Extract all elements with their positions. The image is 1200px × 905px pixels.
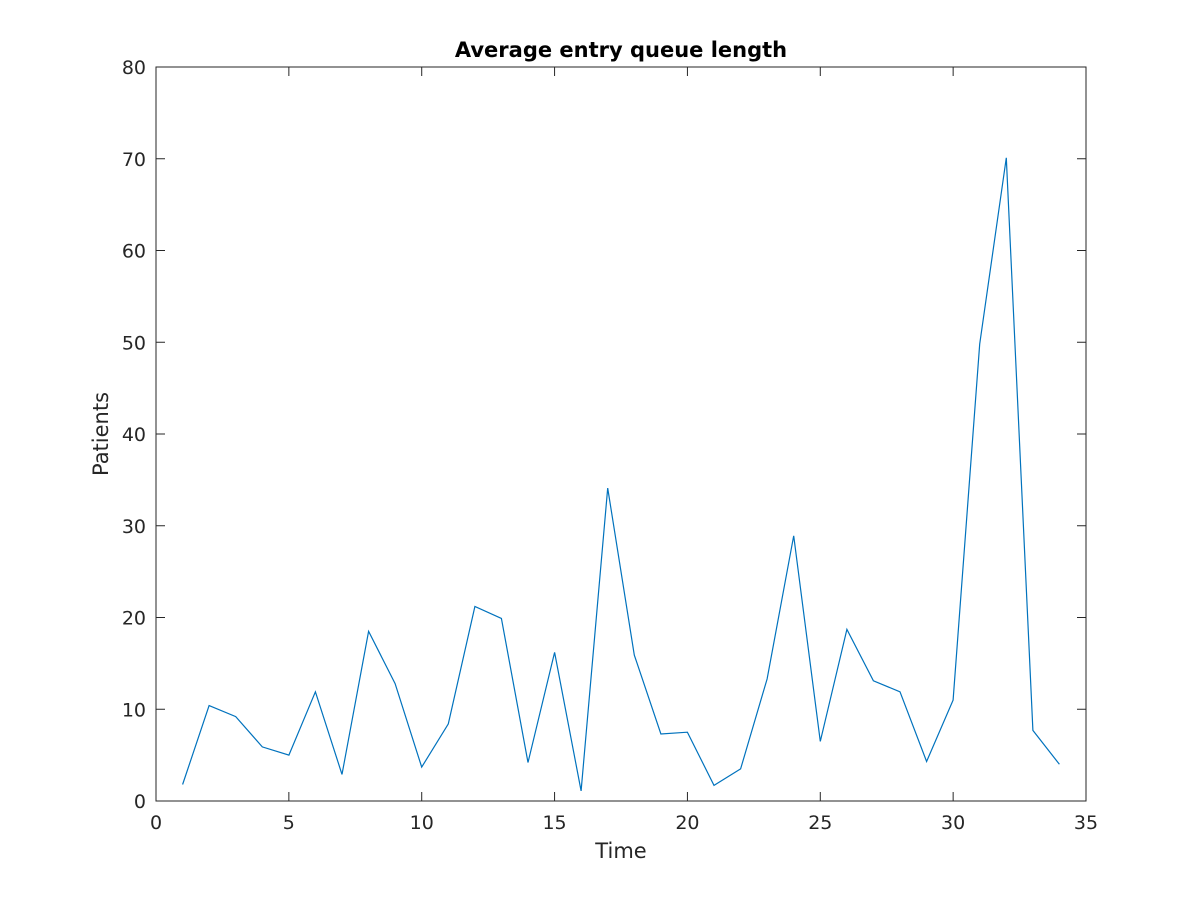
x-tick-label: 0 xyxy=(150,812,162,834)
y-tick-label: 70 xyxy=(122,149,146,171)
y-tick-label: 40 xyxy=(122,424,146,446)
x-tick-label: 30 xyxy=(941,812,965,834)
y-tick-label: 50 xyxy=(122,332,146,354)
y-tick-label: 20 xyxy=(122,608,146,630)
x-tick-label: 15 xyxy=(542,812,566,834)
x-tick-label: 35 xyxy=(1074,812,1098,834)
y-tick-label: 0 xyxy=(134,791,146,813)
y-tick-label: 80 xyxy=(122,57,146,79)
x-tick-label: 25 xyxy=(808,812,832,834)
data-series-line xyxy=(182,157,1060,792)
chart-title: Average entry queue length xyxy=(455,38,787,62)
y-tick-label: 60 xyxy=(122,241,146,263)
x-tick-label: 20 xyxy=(675,812,699,834)
y-tick-label: 30 xyxy=(122,516,146,538)
x-tick-label: 10 xyxy=(410,812,434,834)
x-axis-label: Time xyxy=(594,839,646,863)
x-tick-label: 5 xyxy=(283,812,295,834)
y-axis-label: Patients xyxy=(89,392,113,476)
y-tick-label: 10 xyxy=(122,699,146,721)
